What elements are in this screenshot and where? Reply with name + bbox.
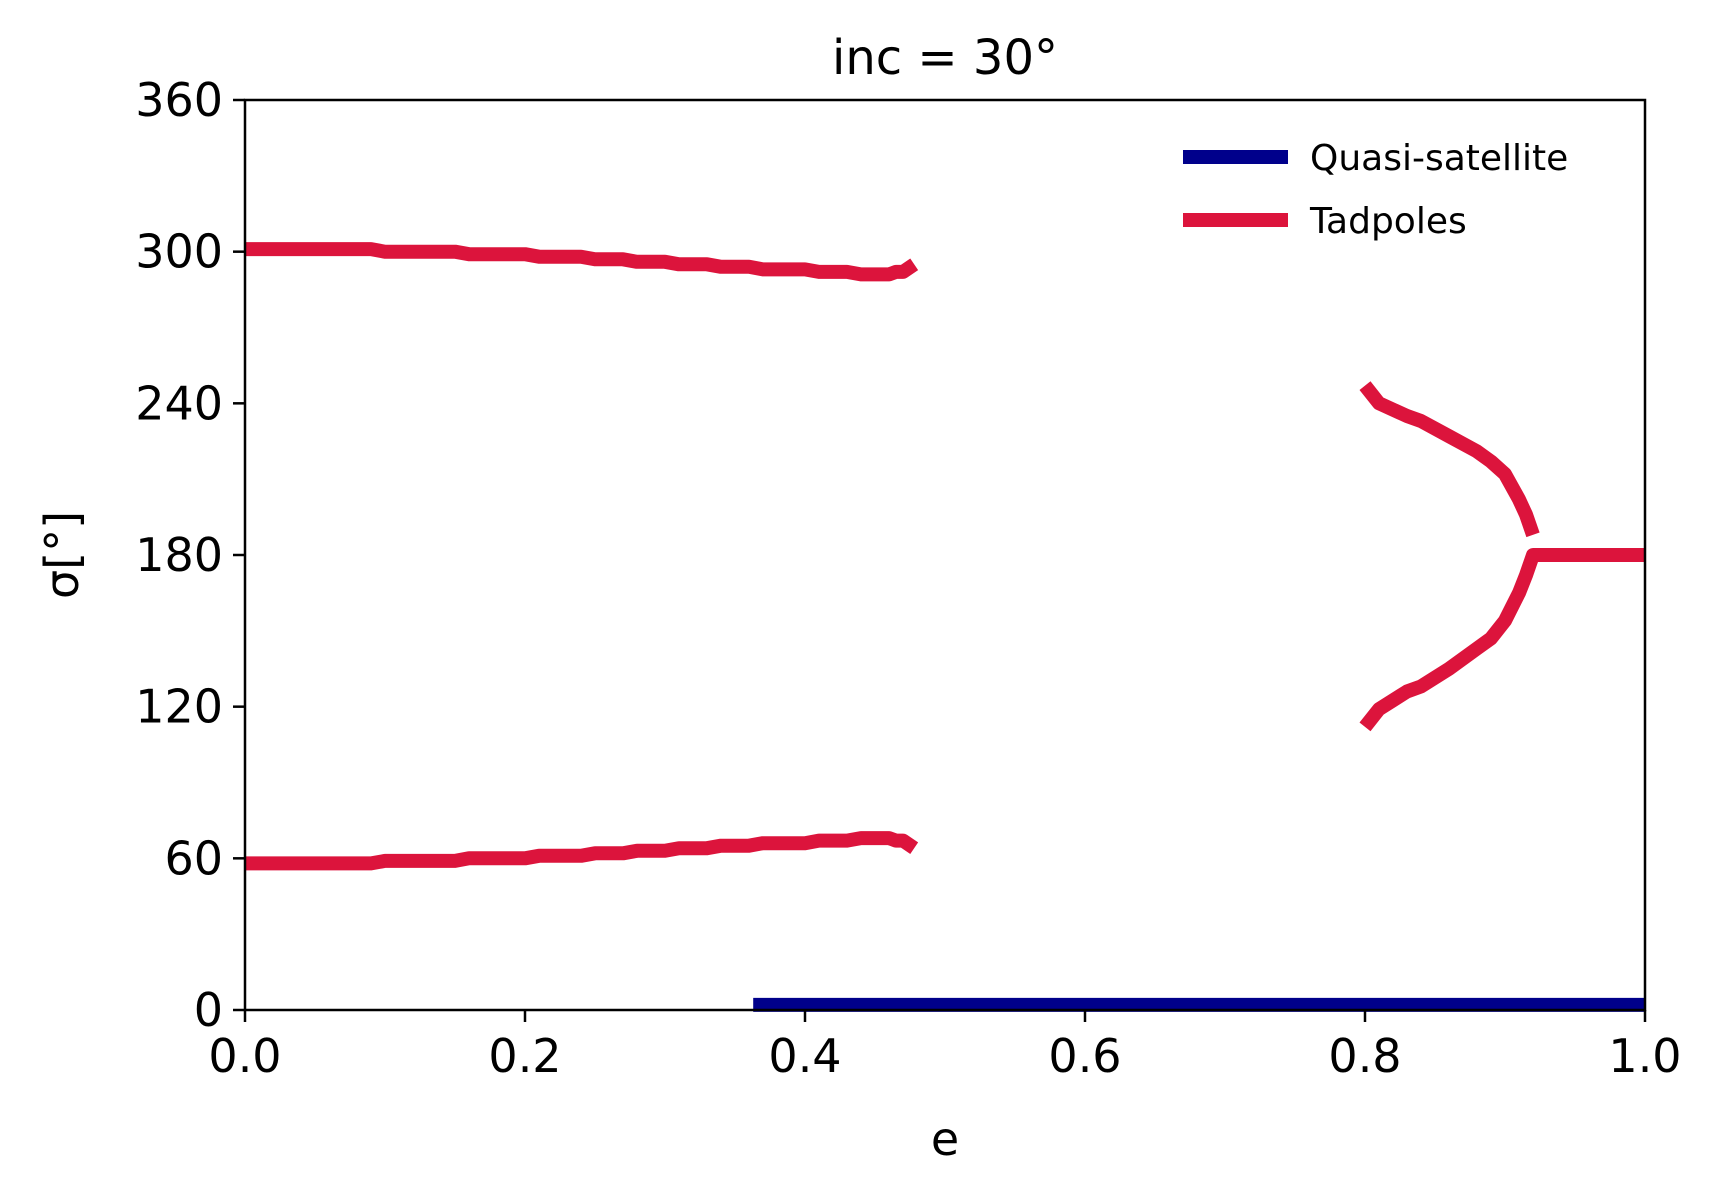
legend: Quasi-satellite Tadpoles — [1183, 138, 1568, 242]
tadpoles-line-2 — [245, 831, 919, 871]
x-axis-label: e — [931, 1112, 959, 1166]
x-tick-label: 0.6 — [1048, 1029, 1121, 1083]
y-tick-label: 300 — [135, 225, 223, 279]
chart-title: inc = 30° — [832, 30, 1058, 86]
tadpoles-line-3 — [1359, 381, 1540, 538]
x-tick-label: 0.4 — [768, 1029, 841, 1083]
x-tick-label: 0.0 — [208, 1029, 281, 1083]
y-tick-label: 0 — [194, 983, 223, 1037]
legend-label-tadpoles: Tadpoles — [1309, 201, 1467, 242]
y-axis: 0 60 120 180 240 300 360 — [135, 73, 245, 1037]
x-tick-label: 1.0 — [1608, 1029, 1681, 1083]
x-tick-label: 0.2 — [488, 1029, 561, 1083]
y-tick-label: 120 — [135, 680, 223, 734]
y-tick-label: 60 — [164, 831, 223, 885]
y-tick-label: 240 — [135, 376, 223, 430]
legend-label-quasi-satellite: Quasi-satellite — [1310, 138, 1568, 179]
tadpoles-line-4 — [1359, 548, 1645, 732]
x-axis: 0.0 0.2 0.4 0.6 0.8 1.0 — [208, 1010, 1682, 1083]
y-axis-label: σ[°] — [35, 511, 89, 599]
y-tick-label: 360 — [135, 73, 223, 127]
x-tick-label: 0.8 — [1328, 1029, 1401, 1083]
y-tick-label: 180 — [135, 528, 223, 582]
tadpoles-line-1 — [245, 242, 919, 282]
plot-lines — [245, 242, 1645, 1012]
